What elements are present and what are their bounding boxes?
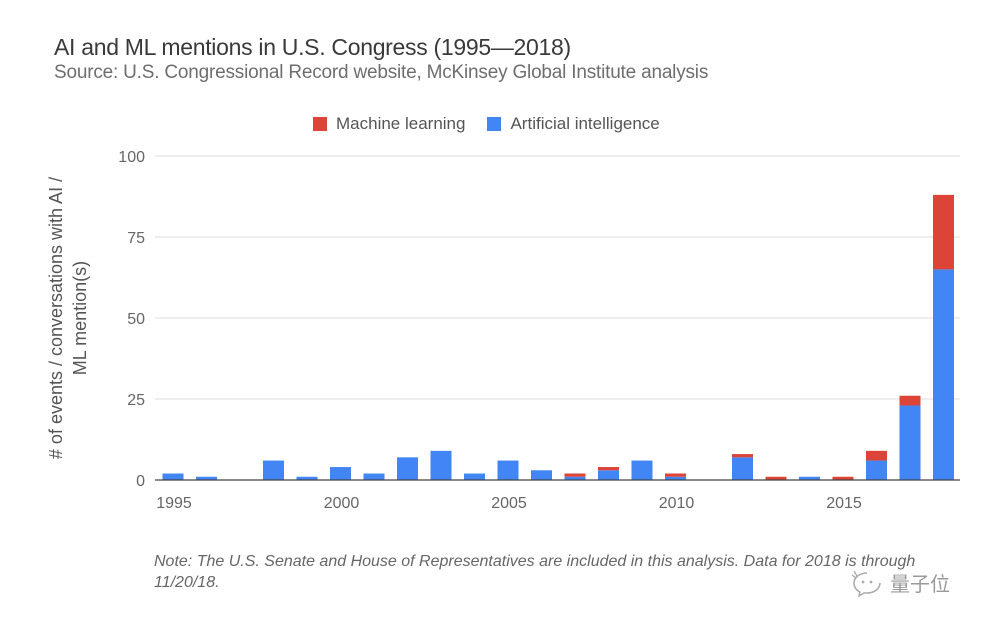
y-tick-label: 0 bbox=[136, 473, 145, 490]
bar-artificial-intelligence-2002[interactable] bbox=[397, 457, 418, 480]
bar-machine-learning-2012[interactable] bbox=[732, 454, 753, 458]
chart-title: AI and ML mentions in U.S. Congress (199… bbox=[54, 34, 571, 60]
bar-artificial-intelligence-2003[interactable] bbox=[430, 450, 452, 480]
bar-artificial-intelligence-2004[interactable] bbox=[464, 473, 485, 480]
watermark: 量子位 bbox=[850, 568, 950, 597]
gridlines bbox=[155, 155, 960, 400]
bar-artificial-intelligence-2008[interactable] bbox=[598, 470, 619, 480]
legend-item-artificial-intelligence[interactable]: Artificial intelligence bbox=[487, 114, 660, 134]
x-axis-ticks: 1995 2000 2005 2010 2015 bbox=[156, 495, 862, 512]
bar-machine-learning-2016[interactable] bbox=[866, 450, 887, 461]
bar-machine-learning-2007[interactable] bbox=[564, 473, 586, 477]
x-tick-label: 2010 bbox=[659, 495, 695, 512]
bar-artificial-intelligence-2001[interactable] bbox=[363, 473, 385, 480]
bar-machine-learning-2017[interactable] bbox=[899, 395, 921, 406]
bar-artificial-intelligence-2018[interactable] bbox=[933, 269, 954, 480]
y-axis-title: # of events / conversations with AI / ML… bbox=[46, 177, 90, 459]
y-tick-label: 75 bbox=[127, 230, 145, 247]
bar-machine-learning-2018[interactable] bbox=[933, 194, 954, 270]
bar-artificial-intelligence-2007[interactable] bbox=[564, 476, 586, 480]
bar-machine-learning-2015[interactable] bbox=[832, 476, 854, 480]
legend-label: Artificial intelligence bbox=[510, 114, 660, 133]
bar-artificial-intelligence-1999[interactable] bbox=[296, 476, 318, 480]
wechat-icon bbox=[851, 570, 881, 597]
legend-item-machine-learning[interactable]: Machine learning bbox=[313, 114, 465, 134]
bar-artificial-intelligence-2012[interactable] bbox=[732, 457, 753, 480]
bar-artificial-intelligence-1998[interactable] bbox=[263, 460, 284, 480]
chart-note: Note: The U.S. Senate and House of Repre… bbox=[154, 553, 916, 591]
bar-artificial-intelligence-2016[interactable] bbox=[866, 460, 887, 480]
x-tick-label: 2000 bbox=[324, 495, 360, 512]
bar-artificial-intelligence-2005[interactable] bbox=[497, 460, 519, 480]
y-axis-ticks: 0 25 50 75 100 bbox=[118, 149, 145, 490]
y-axis-title-line-1: # of events / conversations with AI / bbox=[46, 177, 66, 459]
bar-machine-learning-2010[interactable] bbox=[665, 473, 686, 477]
x-tick-label: 1995 bbox=[156, 495, 192, 512]
x-tick-label: 2005 bbox=[491, 495, 527, 512]
bar-artificial-intelligence-2009[interactable] bbox=[631, 460, 653, 480]
legend: Machine learning Artificial intelligence bbox=[313, 114, 682, 134]
bar-machine-learning-2008[interactable] bbox=[598, 467, 619, 471]
legend-swatch-artificial-intelligence bbox=[487, 117, 502, 131]
legend-label: Machine learning bbox=[336, 114, 466, 133]
bar-artificial-intelligence-2017[interactable] bbox=[899, 405, 921, 480]
bars bbox=[162, 194, 954, 480]
bar-artificial-intelligence-2000[interactable] bbox=[330, 467, 351, 480]
y-axis-title-line-2: ML mention(s) bbox=[70, 261, 90, 375]
bar-artificial-intelligence-1995[interactable] bbox=[162, 473, 184, 480]
bar-artificial-intelligence-2014[interactable] bbox=[799, 476, 820, 480]
bar-machine-learning-2013[interactable] bbox=[765, 476, 787, 480]
bar-artificial-intelligence-1996[interactable] bbox=[196, 476, 217, 480]
bar-artificial-intelligence-2010[interactable] bbox=[665, 476, 686, 480]
watermark-text: 量子位 bbox=[890, 574, 950, 596]
y-tick-label: 50 bbox=[127, 311, 145, 328]
y-tick-label: 100 bbox=[118, 149, 145, 166]
y-tick-label: 25 bbox=[127, 392, 145, 409]
chart-subtitle: Source: U.S. Congressional Record websit… bbox=[54, 62, 709, 83]
x-tick-label: 2015 bbox=[826, 495, 862, 512]
legend-swatch-machine-learning bbox=[313, 117, 327, 131]
bar-artificial-intelligence-2006[interactable] bbox=[531, 470, 552, 480]
